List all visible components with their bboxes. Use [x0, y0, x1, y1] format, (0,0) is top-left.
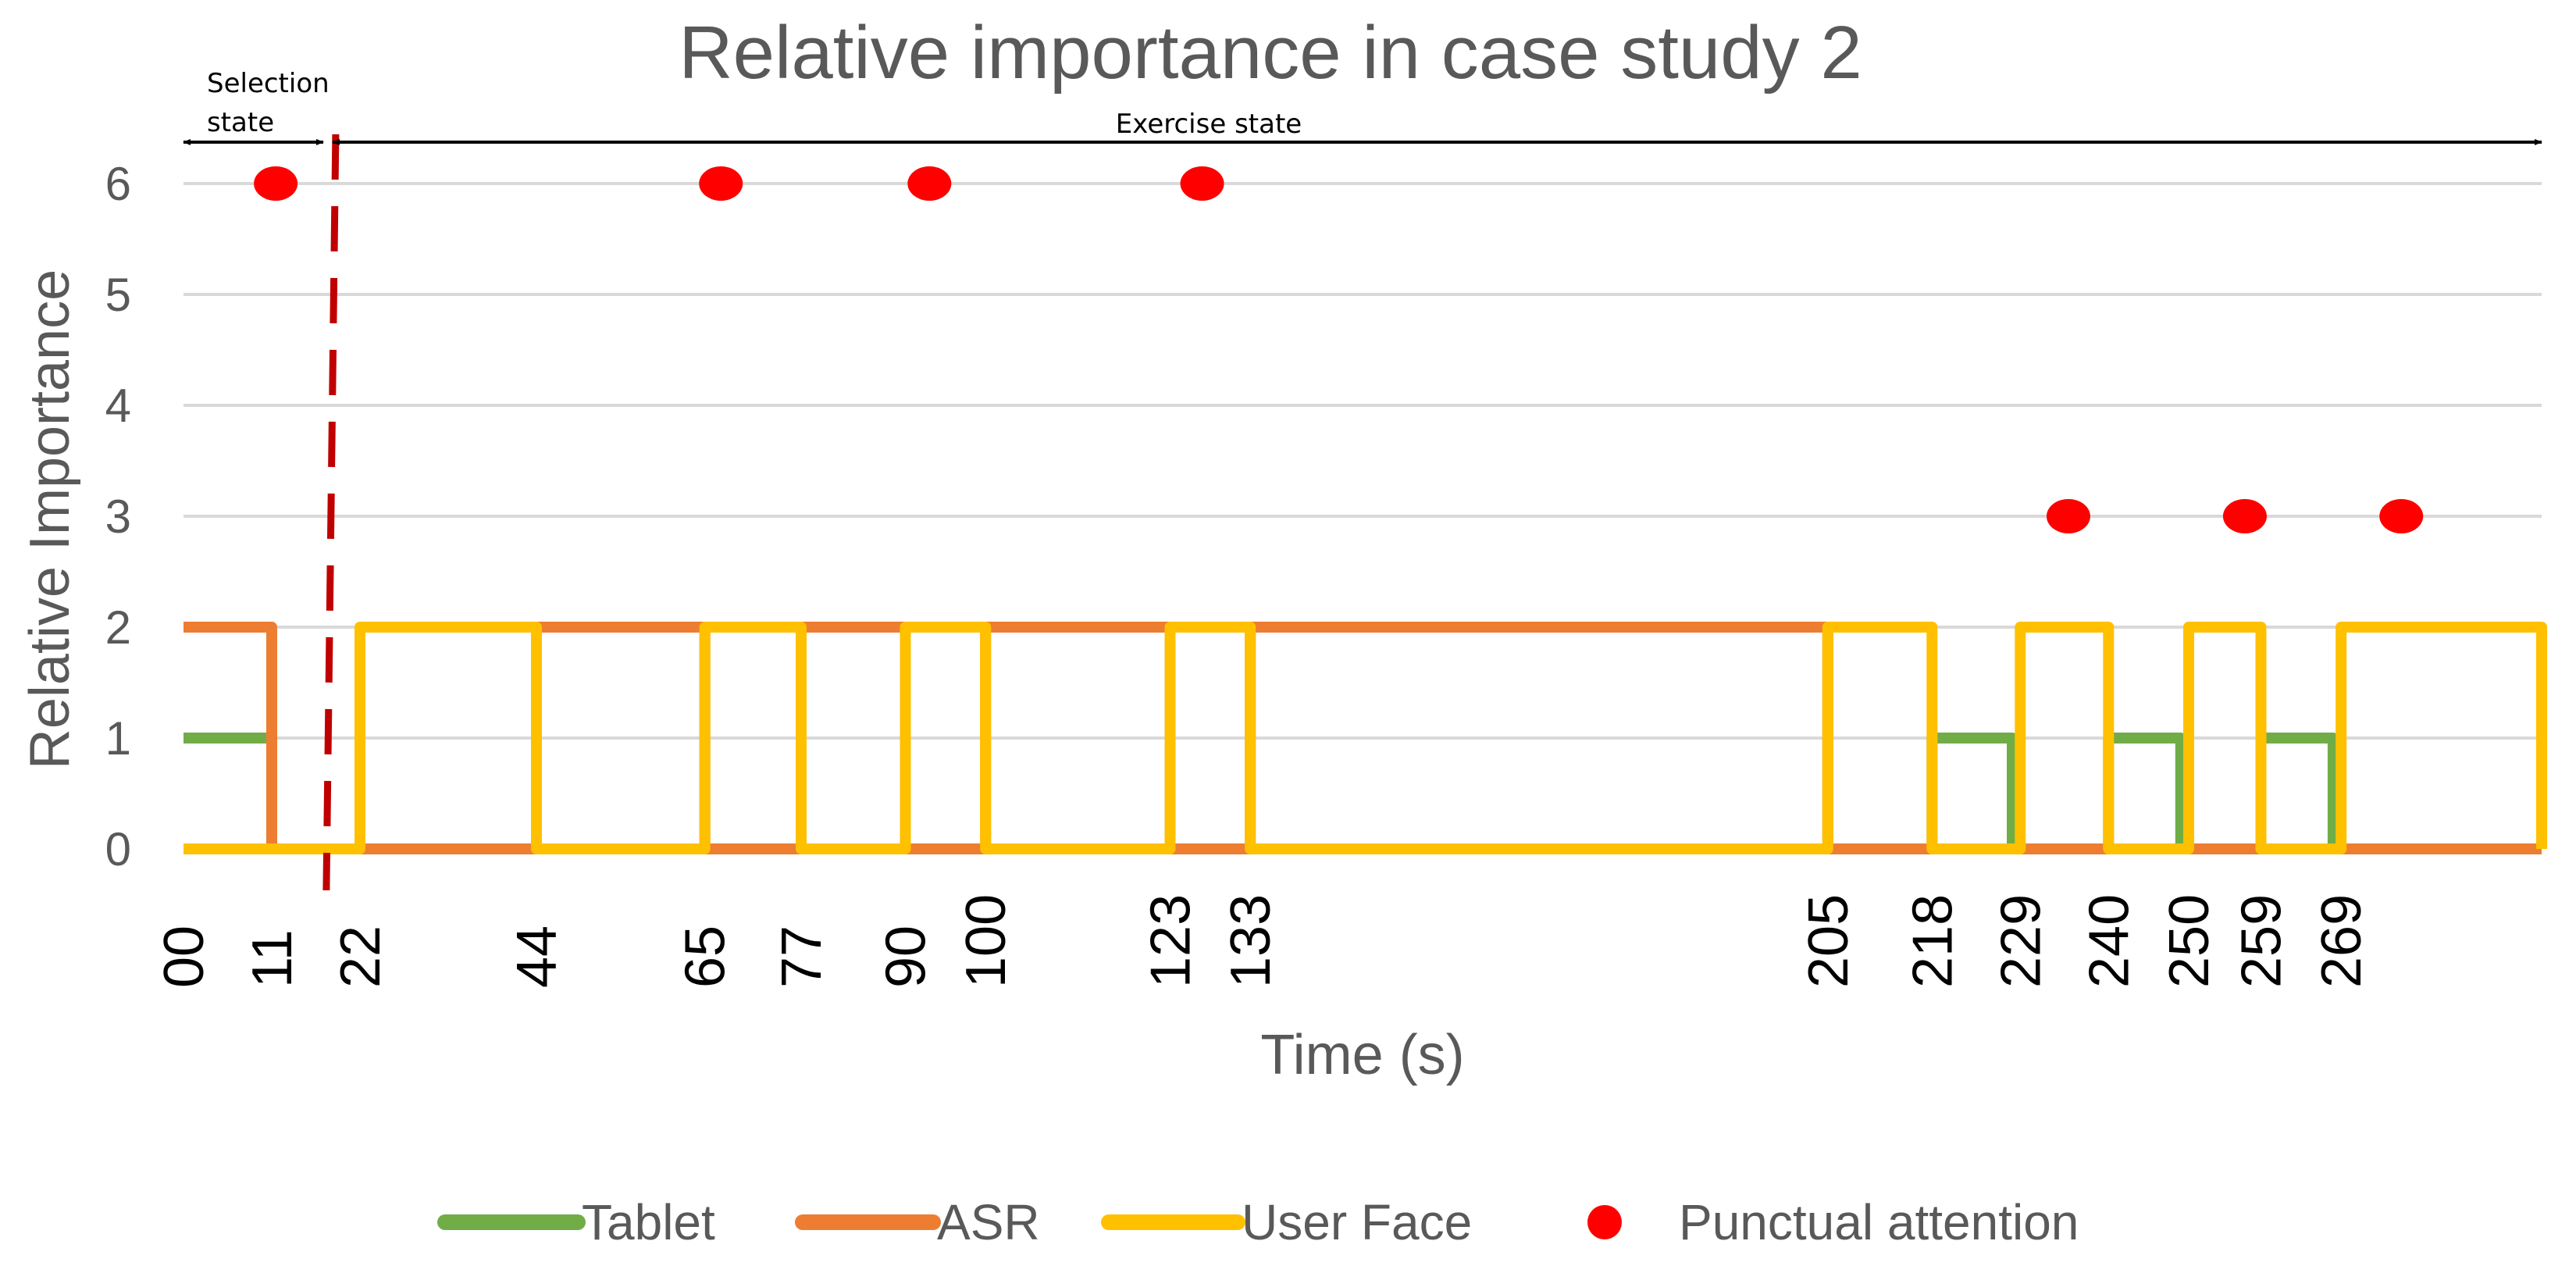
state-divider-layer [322, 134, 340, 891]
x-tick-229: 229 [1990, 894, 2052, 988]
exercise-state-label: Exercise state [1116, 109, 1302, 140]
y-tick-0: 0 [105, 823, 131, 875]
x-tick-77: 77 [771, 925, 833, 988]
x-tick-65: 65 [675, 925, 737, 988]
legend-punctual-attention-label: Punctual attention [1679, 1194, 2079, 1250]
punctual-attention-point-2 [907, 166, 952, 201]
x-tick-11: 11 [241, 929, 304, 988]
chart-title: Relative importance in case study 2 [679, 11, 1862, 94]
legend: Tablet ASR User Face Punctual attention [437, 1194, 2079, 1250]
x-tick-259: 259 [2230, 894, 2293, 988]
series-lines [183, 622, 2547, 854]
x-tick-123: 123 [1139, 894, 1202, 988]
y-axis-ticks: 0 1 2 3 4 5 6 [105, 158, 131, 875]
punctual-attention-point-3 [1180, 166, 1224, 201]
x-tick-250: 250 [2158, 894, 2221, 988]
x-tick-133: 133 [1220, 894, 1282, 988]
x-tick-44: 44 [506, 925, 568, 988]
y-tick-6: 6 [105, 158, 131, 210]
x-axis-ticks: 00 11 22 44 65 77 90 100 123 133 205 218 229 240 250 25… [153, 894, 2373, 988]
legend-tablet-label: Tablet [582, 1194, 715, 1250]
selection-state-label-line1: Selection [207, 68, 330, 99]
x-tick-240: 240 [2078, 894, 2140, 988]
state-annotations: Selection state Exercise state [183, 68, 2542, 145]
y-tick-4: 4 [105, 380, 131, 432]
punctual-attention-point-0 [254, 166, 298, 201]
legend-punctual-attention-marker [1587, 1205, 1622, 1239]
y-tick-2: 2 [105, 601, 131, 654]
selection-state-label-line2: state [207, 107, 274, 138]
x-tick-218: 218 [1901, 894, 1964, 988]
state-divider-line [322, 134, 340, 891]
x-tick-90: 90 [875, 925, 937, 988]
x-axis-label: Time (s) [1260, 1024, 1464, 1086]
punctual-attention-point-1 [699, 166, 743, 201]
x-tick-269: 269 [2311, 894, 2373, 988]
y-tick-1: 1 [105, 712, 131, 765]
y-tick-3: 3 [105, 490, 131, 543]
punctual-attention-point-6 [2379, 499, 2424, 533]
legend-asr-label: ASR [937, 1194, 1040, 1250]
legend-user-face-label: User Face [1242, 1194, 1472, 1250]
punctual-attention-point-4 [2046, 499, 2090, 533]
punctual-attention-point-5 [2222, 499, 2267, 533]
y-tick-5: 5 [105, 269, 131, 321]
x-tick-22: 22 [330, 925, 392, 988]
x-tick-205: 205 [1797, 894, 1860, 988]
series-user-face-line [183, 622, 2547, 854]
x-tick-00: 00 [153, 925, 216, 988]
x-tick-100: 100 [955, 894, 1017, 988]
y-axis-label: Relative Importance [19, 269, 81, 769]
punctual-attention-points [254, 166, 2424, 533]
